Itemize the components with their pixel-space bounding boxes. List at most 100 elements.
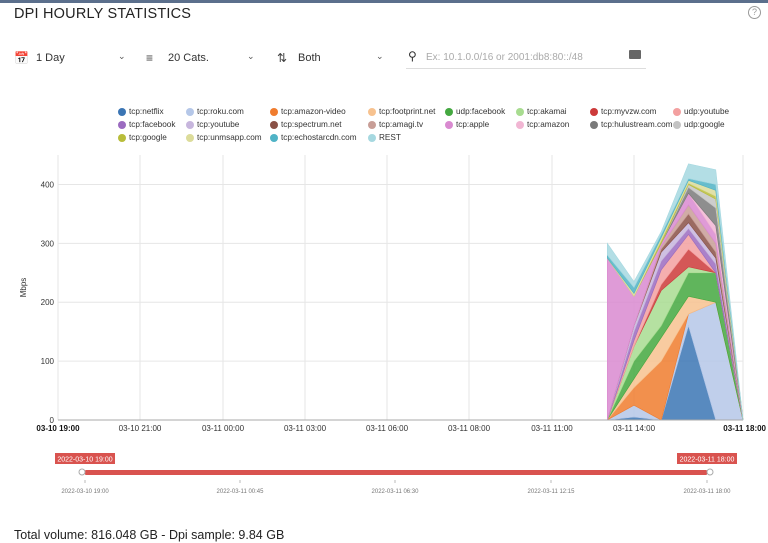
legend-label: tcp:amazon [527, 120, 570, 129]
legend-label: tcp:roku.com [197, 107, 244, 116]
legend-item[interactable]: udp:facebook [445, 107, 505, 116]
legend-item[interactable]: tcp:amagi.tv [368, 120, 423, 129]
legend-item[interactable]: tcp:netflix [118, 107, 164, 116]
legend-item[interactable]: tcp:spectrum.net [270, 120, 342, 129]
legend-label: tcp:echostarcdn.com [281, 133, 357, 142]
legend-swatch [186, 107, 194, 116]
legend-item[interactable]: udp:youtube [673, 107, 729, 116]
legend-swatch [516, 107, 524, 116]
legend-item[interactable]: tcp:myvzw.com [590, 107, 657, 116]
y-tick-label: 0 [50, 416, 55, 425]
y-axis-label: Mbps [19, 278, 28, 298]
legend-item[interactable]: tcp:echostarcdn.com [270, 133, 357, 142]
legend-item[interactable]: tcp:youtube [186, 120, 239, 129]
nav-tick-label: 2022-03-11 00:45 [217, 489, 265, 495]
top-border [0, 0, 768, 3]
map-pin-icon: ⚲ [408, 49, 417, 63]
filter-field: ⚲ [406, 47, 646, 69]
legend-swatch [590, 120, 598, 129]
legend-label: tcp:myvzw.com [601, 107, 657, 116]
legend-swatch [118, 120, 126, 129]
calendar-icon: 📅 [14, 51, 29, 65]
legend-item[interactable]: udp:google [673, 120, 725, 129]
nav-tick-label: 2022-03-11 12:15 [528, 489, 576, 495]
legend-label: udp:youtube [684, 107, 730, 116]
legend-item[interactable]: tcp:akamai [516, 107, 567, 116]
legend-swatch [673, 120, 681, 129]
question-circle-icon[interactable]: ? [748, 6, 761, 19]
cats-value: 20 Cats. [168, 52, 209, 64]
x-tick-label: 03-11 03:00 [284, 424, 327, 433]
legend-swatch [445, 120, 453, 129]
legend-swatch [270, 133, 278, 142]
legend-label: tcp:amagi.tv [379, 120, 424, 129]
y-tick-label: 100 [41, 357, 55, 366]
x-tick-label: 03-11 14:00 [613, 424, 656, 433]
legend-swatch [516, 120, 524, 129]
legend-item[interactable]: tcp:amazon [516, 120, 569, 129]
legend-item[interactable]: tcp:facebook [118, 120, 175, 129]
legend-label: tcp:netflix [129, 107, 164, 116]
area-series [606, 163, 744, 421]
range-handle-end [706, 468, 714, 476]
legend-label: udp:facebook [456, 107, 506, 116]
nav-tick-label: 2022-03-10 19:00 [61, 489, 109, 495]
x-tick-label: 03-10 21:00 [119, 424, 162, 433]
y-tick-label: 200 [41, 298, 55, 307]
chevron-down-icon: ⌄ [247, 51, 255, 61]
legend-item[interactable]: tcp:apple [445, 120, 489, 129]
period-value: 1 Day [36, 52, 65, 64]
legend-swatch [270, 107, 278, 116]
direction-select[interactable]: ⇅ Both ⌄ [277, 48, 387, 68]
nav-tick-label: 2022-03-11 06:30 [372, 489, 420, 495]
legend-label: REST [379, 133, 401, 142]
legend-swatch [368, 107, 376, 116]
cats-select[interactable]: ≡ 20 Cats. ⌄ [146, 48, 256, 68]
x-tick-label: 03-11 06:00 [366, 424, 409, 433]
y-tick-label: 400 [41, 180, 55, 189]
legend-item[interactable]: tcp:unmsapp.com [186, 133, 262, 142]
legend-label: tcp:footprint.net [379, 107, 436, 116]
legend-item[interactable]: tcp:hulustream.com [590, 120, 672, 129]
range-start-badge [55, 453, 115, 464]
legend-label: tcp:facebook [129, 120, 176, 129]
legend-swatch [118, 133, 126, 142]
legend-label: tcp:akamai [527, 107, 567, 116]
filter-input[interactable] [426, 49, 626, 66]
time-navigator[interactable]: 2022-03-10 19:00 2022-03-11 18:00 2022-03-… [0, 445, 768, 505]
x-tick-label: 03-11 18:00 [723, 424, 766, 433]
legend-swatch [270, 120, 278, 129]
legend-item[interactable]: tcp:amazon-video [270, 107, 346, 116]
period-select[interactable]: 📅 1 Day ⌄ [14, 48, 126, 68]
legend-swatch [673, 107, 681, 116]
range-end-label: 2022-03-11 18:00 [680, 457, 735, 464]
legend-item[interactable]: tcp:roku.com [186, 107, 244, 116]
legend-item[interactable]: tcp:footprint.net [368, 107, 435, 116]
y-tick-label: 300 [41, 239, 55, 248]
legend-label: udp:google [684, 120, 725, 129]
legend-label: tcp:hulustream.com [601, 120, 673, 129]
legend-label: tcp:unmsapp.com [197, 133, 262, 142]
legend-swatch [590, 107, 598, 116]
legend-label: tcp:apple [456, 120, 490, 129]
range-end-badge [677, 453, 737, 464]
range-start-label: 2022-03-10 19:00 [57, 457, 112, 464]
x-tick-label: 03-11 00:00 [202, 424, 245, 433]
legend-item[interactable]: REST [368, 133, 401, 142]
range-handle-start [78, 468, 86, 476]
legend-swatch [186, 120, 194, 129]
legend-swatch [368, 120, 376, 129]
x-tick-label: 03-10 19:00 [36, 424, 80, 433]
legend-item[interactable]: tcp:google [118, 133, 167, 142]
legend-swatch [368, 133, 376, 142]
x-tick-label: 03-11 11:00 [531, 424, 573, 433]
chevron-down-icon: ⌄ [118, 51, 126, 61]
legend-label: tcp:google [129, 133, 167, 142]
legend-label: tcp:spectrum.net [281, 120, 342, 129]
x-tick-label: 03-11 08:00 [448, 424, 491, 433]
legend-swatch [118, 107, 126, 116]
total-volume-text: Total volume: 816.048 GB - Dpi sample: 9… [14, 528, 285, 542]
legend-label: tcp:amazon-video [281, 107, 346, 116]
keyboard-icon[interactable] [629, 50, 641, 59]
direction-value: Both [298, 52, 321, 64]
